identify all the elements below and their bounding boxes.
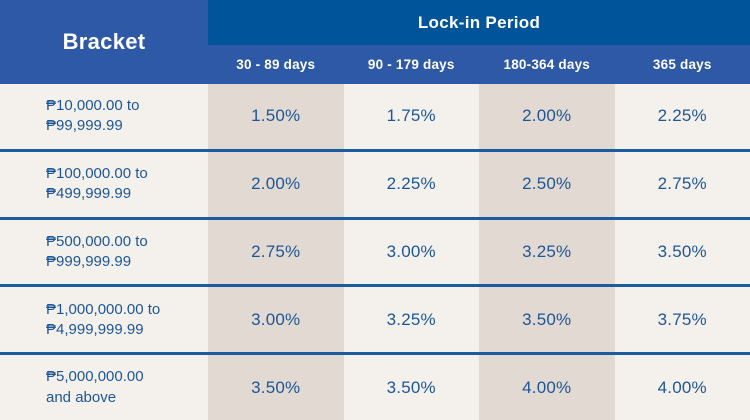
rate-cell: 2.25% [614, 84, 750, 149]
rate-cell: 4.00% [614, 355, 750, 420]
bracket-range-line: ₱1,000,000.00 to [46, 300, 161, 318]
rate-cell: 3.75% [614, 287, 750, 353]
bracket-cell: ₱100,000.00 to ₱499,999.99 [0, 151, 208, 217]
rate-cell: 2.25% [343, 151, 479, 217]
rate-cell: 4.00% [479, 355, 615, 420]
rate-cell: 3.50% [208, 355, 344, 420]
rate-cell: 3.25% [479, 219, 615, 285]
table-row: ₱100,000.00 to ₱499,999.99 2.00% 2.25% 2… [0, 151, 750, 220]
bracket-range-line: and above [46, 388, 117, 406]
rate-cell: 3.00% [343, 219, 479, 285]
bracket-cell: ₱1,000,000.00 to ₱4,999,999.99 [0, 287, 208, 353]
bracket-range-line: ₱100,000.00 to [46, 164, 148, 182]
rate-cell: 3.00% [208, 287, 344, 353]
rate-cell: 3.50% [343, 355, 479, 420]
rate-cell: 1.75% [343, 84, 479, 149]
bracket-cell: ₱10,000.00 to ₱99,999.99 [0, 84, 208, 149]
bracket-range-line: ₱500,000.00 to [46, 232, 148, 250]
rate-cell: 3.50% [614, 219, 750, 285]
column-header-365-days: 365 days [652, 57, 712, 72]
bracket-column-header: Bracket [0, 0, 208, 84]
rate-cell: 2.00% [208, 151, 344, 217]
rate-cell: 2.50% [479, 151, 615, 217]
bracket-range-line: ₱499,999.99 [46, 185, 132, 203]
bracket-range-line: ₱99,999.99 [46, 117, 123, 135]
rate-cell: 2.75% [614, 151, 750, 217]
table-body: ₱10,000.00 to ₱99,999.99 1.50% 1.75% 2.0… [0, 84, 750, 420]
column-header-180-364-days: 180-364 days [503, 57, 590, 72]
table-row: ₱500,000.00 to ₱999,999.99 2.75% 3.00% 3… [0, 219, 750, 288]
table-row: ₱10,000.00 to ₱99,999.99 1.50% 1.75% 2.0… [0, 84, 750, 152]
column-header-30-89-days: 30 - 89 days [236, 57, 316, 72]
rate-cell: 2.00% [479, 84, 615, 149]
lockin-subheader-row: 30 - 89 days 90 - 179 days 180-364 days … [208, 45, 750, 84]
column-header-90-179-days: 90 - 179 days [367, 57, 455, 72]
rate-cell: 3.25% [343, 287, 479, 353]
lockin-period-title: Lock-in Period [208, 0, 750, 45]
rate-cell: 3.50% [479, 287, 615, 353]
table-header: Bracket Lock-in Period 30 - 89 days 90 -… [0, 0, 750, 84]
lockin-period-header-group: Lock-in Period 30 - 89 days 90 - 179 day… [208, 0, 750, 84]
table-row: ₱5,000,000.00 and above 3.50% 3.50% 4.00… [0, 355, 750, 420]
bracket-range-line: ₱5,000,000.00 [46, 368, 144, 386]
bracket-range-line: ₱10,000.00 to [46, 97, 140, 115]
bracket-cell: ₱500,000.00 to ₱999,999.99 [0, 219, 208, 285]
rate-cell: 1.50% [208, 84, 344, 149]
table-row: ₱1,000,000.00 to ₱4,999,999.99 3.00% 3.2… [0, 287, 750, 356]
bracket-range-line: ₱999,999.99 [46, 252, 132, 270]
bracket-range-line: ₱4,999,999.99 [46, 320, 144, 338]
bracket-cell: ₱5,000,000.00 and above [0, 355, 208, 420]
rate-cell: 2.75% [208, 219, 344, 285]
